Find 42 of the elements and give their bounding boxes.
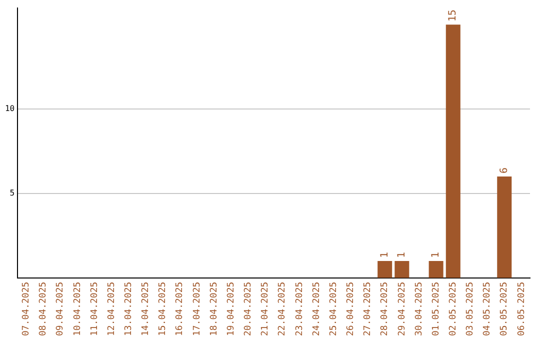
x-tick-label: 25.04.2025 xyxy=(328,282,339,336)
x-tick-label: 12.04.2025 xyxy=(106,282,117,336)
x-tick-label: 18.04.2025 xyxy=(209,282,220,336)
x-tick-label: 06.05.2025 xyxy=(516,282,527,336)
bar xyxy=(428,260,444,278)
data-label: 6 xyxy=(498,168,510,174)
x-tick-label: 08.04.2025 xyxy=(38,282,49,336)
x-tick-label: 15.04.2025 xyxy=(158,282,168,336)
x-tick-label: 09.04.2025 xyxy=(56,282,66,336)
y-tick-label: 10 xyxy=(4,104,15,114)
x-tick-label: 19.04.2025 xyxy=(226,282,236,336)
x-tick-label: 13.04.2025 xyxy=(124,282,134,336)
x-tick-label: 01.05.2025 xyxy=(431,282,442,336)
x-tick-label: 05.05.2025 xyxy=(500,282,510,336)
x-tick-label: 14.04.2025 xyxy=(141,282,152,336)
x-tick-label: 27.04.2025 xyxy=(363,282,374,336)
y-tick-label: 5 xyxy=(10,188,15,198)
x-tick-label: 29.04.2025 xyxy=(397,282,408,336)
bar xyxy=(394,260,410,278)
x-tick-label: 23.04.2025 xyxy=(294,282,305,336)
x-tick-label: 26.04.2025 xyxy=(346,282,356,336)
x-tick-label: 02.05.2025 xyxy=(448,282,458,336)
data-label: 15 xyxy=(448,10,459,22)
x-tick-label: 11.04.2025 xyxy=(90,282,100,336)
x-tick-label: 30.04.2025 xyxy=(414,282,424,336)
data-label: 1 xyxy=(379,252,390,258)
x-tick-label: 28.04.2025 xyxy=(380,282,390,336)
x-tick-label: 24.04.2025 xyxy=(312,282,322,336)
x-tick-label: 20.04.2025 xyxy=(244,282,254,336)
x-tick-label: 22.04.2025 xyxy=(278,282,288,336)
bar xyxy=(446,24,460,278)
bar xyxy=(497,176,512,278)
data-label: 1 xyxy=(396,252,408,258)
x-tick-label: 07.04.2025 xyxy=(22,282,32,336)
x-tick-label: 21.04.2025 xyxy=(260,282,271,336)
x-tick-label: 03.05.2025 xyxy=(466,282,476,336)
x-tick-label: 10.04.2025 xyxy=(72,282,83,336)
bar xyxy=(378,260,392,278)
x-tick-label: 17.04.2025 xyxy=(192,282,202,336)
x-tick-label: 16.04.2025 xyxy=(175,282,186,336)
x-tick-label: 04.05.2025 xyxy=(482,282,493,336)
data-label: 1 xyxy=(430,252,442,258)
